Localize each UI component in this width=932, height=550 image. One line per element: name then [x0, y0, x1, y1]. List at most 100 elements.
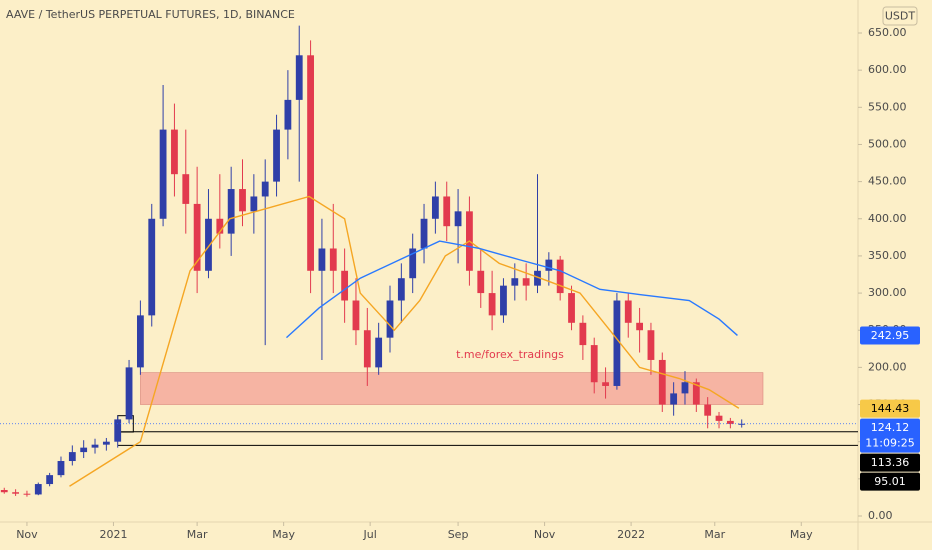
candle-body: [397, 278, 405, 301]
y-tick-label: 600.00: [868, 63, 907, 76]
candle-body: [590, 345, 598, 383]
candle-body: [658, 359, 666, 405]
candle-body: [341, 270, 349, 301]
x-tick-label: Mar: [187, 528, 208, 541]
candle-body: [205, 218, 212, 271]
price-label-box: [860, 472, 920, 491]
x-tick-label: May: [790, 528, 813, 541]
candle-body: [318, 248, 326, 271]
candle-body: [636, 322, 644, 331]
candle-body: [216, 218, 224, 234]
candle-body: [500, 285, 507, 316]
y-tick-label: 350.00: [868, 249, 907, 262]
candle-body: [273, 129, 280, 182]
candle-body: [624, 300, 632, 323]
y-tick-label: 500.00: [868, 137, 907, 150]
x-tick-label: Jul: [363, 528, 377, 541]
candle-body: [352, 300, 360, 331]
candle-body: [726, 420, 734, 424]
candle-body: [420, 218, 428, 249]
candle-body: [715, 415, 723, 421]
chart-title: AAVE / TetherUS PERPETUAL FUTURES, 1D, B…: [6, 8, 295, 21]
y-tick-label: 0.00: [868, 509, 893, 522]
candle-body: [670, 393, 678, 405]
price-label: 242.95: [871, 329, 910, 342]
candle-body: [522, 278, 530, 286]
candle-body: [545, 259, 553, 271]
candle-body: [148, 218, 156, 316]
x-tick-label: Sep: [448, 528, 469, 541]
candle-body: [431, 196, 439, 219]
candle-body: [579, 322, 587, 346]
price-label-box: [860, 418, 920, 453]
candle-body: [159, 129, 167, 219]
candle-body: [613, 300, 621, 386]
candle-body: [261, 181, 269, 197]
candle-body: [556, 259, 564, 294]
price-label: 95.01: [874, 475, 906, 488]
candle-body: [284, 99, 292, 130]
y-tick-label: 550.00: [868, 100, 907, 113]
candle-body: [46, 475, 54, 485]
x-tick-label: Mar: [704, 528, 725, 541]
candle-body: [239, 189, 246, 212]
candle-body: [171, 129, 178, 175]
candle-body: [125, 367, 133, 420]
y-tick-label: 200.00: [868, 360, 907, 373]
candle-body: [534, 270, 541, 286]
candle-body: [386, 300, 394, 338]
currency-box[interactable]: [882, 6, 918, 26]
y-tick-label: 650.00: [868, 26, 907, 39]
currency[interactable]: USDT: [885, 10, 916, 23]
candle-body: [12, 492, 20, 494]
candle-body: [568, 293, 575, 323]
candle-body: [647, 330, 655, 360]
moving-average: [69, 195, 740, 487]
y-tick-label: 450.00: [868, 175, 907, 188]
candle-body: [227, 189, 235, 234]
price-label: 144.43: [871, 402, 910, 415]
candle-body: [91, 444, 99, 448]
x-tick-label: 2021: [99, 528, 127, 541]
candle-body: [363, 330, 371, 368]
countdown: 11:09:25: [865, 437, 914, 450]
moving-average: [286, 240, 738, 339]
candle-body: [454, 211, 462, 227]
candle-body: [57, 461, 65, 476]
candle-body: [182, 174, 190, 204]
candle-body: [114, 419, 122, 442]
candle-body: [409, 248, 417, 279]
zone: [140, 372, 764, 405]
x-tick-label: Nov: [534, 528, 556, 541]
x-tick-label: May: [272, 528, 295, 541]
candle-body: [329, 248, 337, 271]
candle-body: [443, 196, 451, 227]
x-tick-label: Nov: [16, 528, 38, 541]
candle-body: [704, 404, 712, 416]
price-label-box: [860, 399, 920, 418]
candle-body: [375, 337, 383, 368]
price-label: 113.36: [871, 456, 910, 469]
candle-body: [295, 55, 303, 100]
x-tick-label: 2022: [617, 528, 645, 541]
candle-body: [681, 382, 689, 394]
price-label: 124.12: [871, 421, 910, 434]
candle-body: [193, 203, 201, 271]
price-label-box: [860, 453, 920, 472]
price-label-box: [860, 326, 920, 345]
candle-body: [477, 270, 485, 294]
candle-body: [102, 441, 110, 445]
annotation: t.me/forex_tradings: [456, 348, 564, 361]
candle-body: [250, 196, 258, 212]
candle-body: [488, 293, 496, 316]
candle-body: [0, 489, 8, 493]
candle-body: [136, 315, 144, 368]
candle-body: [692, 382, 700, 405]
candle-body: [602, 382, 609, 386]
y-tick-label: 400.00: [868, 212, 907, 225]
y-tick-label: 300.00: [868, 286, 907, 299]
candle-body: [68, 452, 76, 462]
candle-body: [23, 493, 31, 495]
